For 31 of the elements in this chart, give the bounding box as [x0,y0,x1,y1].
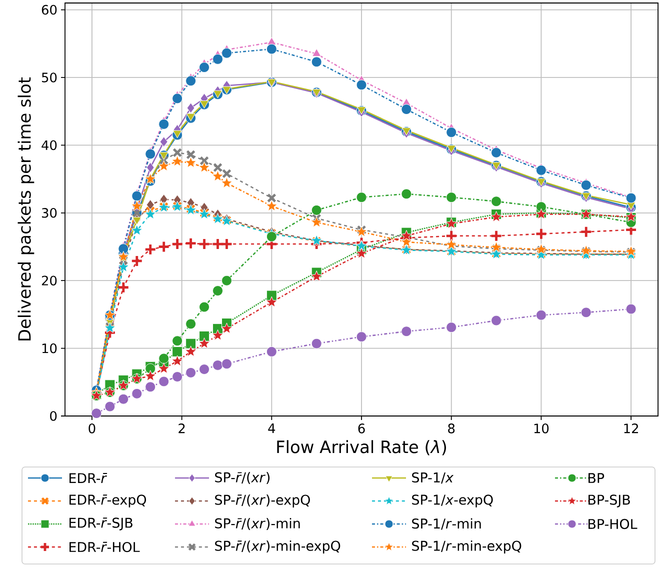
legend-label: BP-HOL [588,518,638,530]
legend-label: SP-1/r-min [412,518,481,530]
x-tick-label: 10 [534,424,549,434]
legend-label: BP [588,473,604,483]
x-tick-label: 4 [268,424,276,433]
legend-label: SP-r̄/(xr)-expQ [215,494,310,508]
legend-label: SP-1/x-expQ [412,494,493,508]
y-tick-label: 0 [50,411,57,421]
legend-label: EDR-r̄-SJB [70,518,132,530]
y-tick-label: 60 [42,4,57,15]
legend-label: SP-1/r-min-expQ [412,540,522,554]
legend-label: SP-r̄/(xr)-min [215,518,300,530]
legend-label: SP-r̄/(xr) [215,472,270,484]
x-tick-label: 2 [178,424,185,434]
y-tick-label: 10 [42,343,57,354]
legend-label: SP-1/x [412,472,454,484]
legend-label: EDR-r̄ [70,472,108,484]
x-tick-label: 12 [624,424,638,434]
y-tick-label: 50 [42,72,57,82]
legend-label: BP-SJB [588,494,630,508]
y-tick-label: 30 [42,208,57,218]
y-tick-label: 20 [42,276,57,286]
x-axis-title: Flow Arrival Rate (λ) [277,440,446,456]
y-tick-label: 40 [42,140,57,150]
legend-label: EDR-r̄-expQ [70,494,146,508]
legend-label: SP-r̄/(xr)-min-expQ [215,540,340,554]
x-tick-label: 6 [358,424,365,434]
legend-label: EDR-r̄-HOL [70,542,140,552]
x-tick-label: 8 [448,424,455,434]
x-tick-label: 0 [88,424,96,434]
y-axis-title: Delivered packets per time slot [18,77,34,340]
